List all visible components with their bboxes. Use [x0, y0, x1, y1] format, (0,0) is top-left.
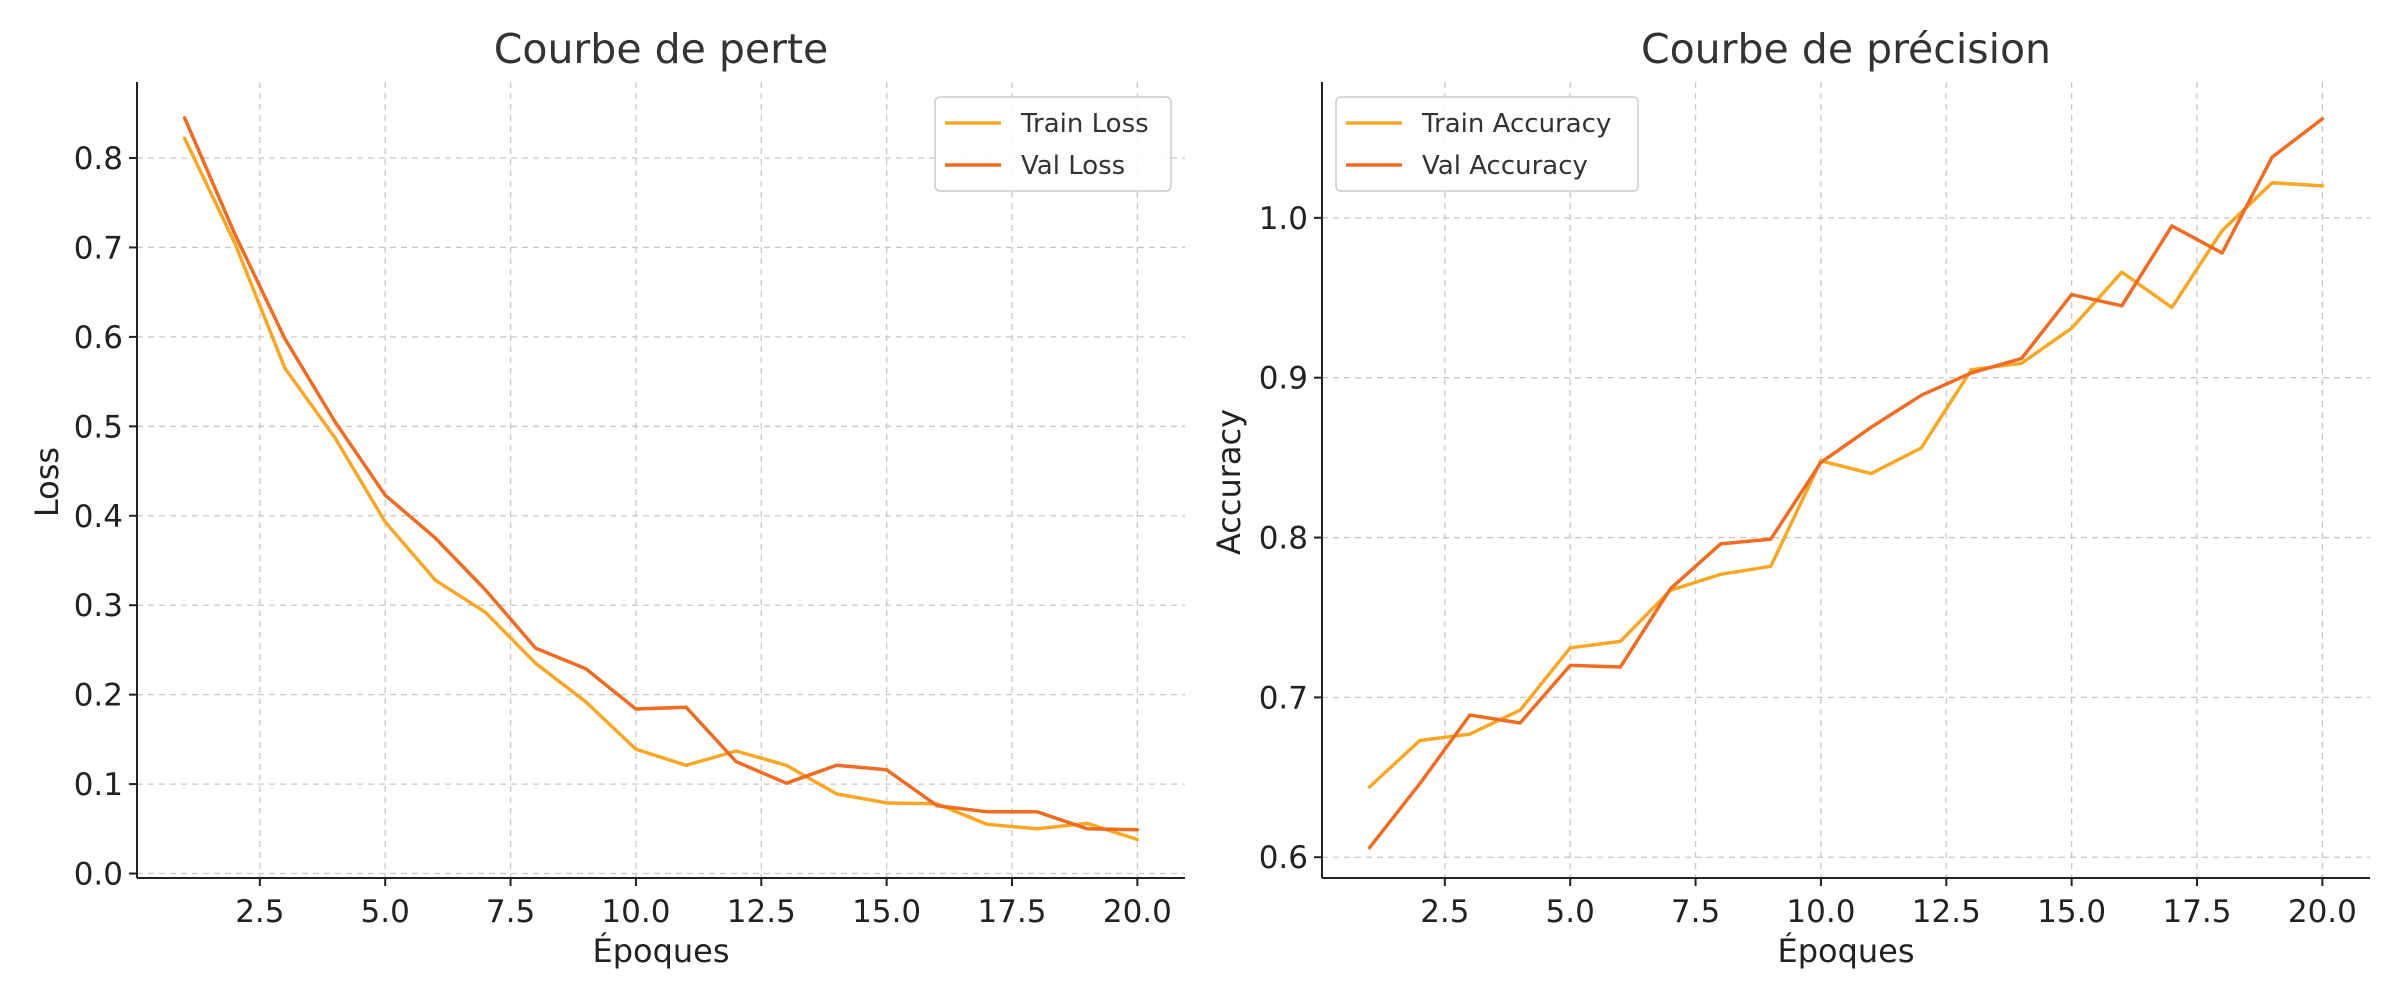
accuracy-chart-legend-label-train-accuracy: Train Accuracy [1421, 109, 1611, 139]
loss-chart-y-axis-label: Loss [28, 447, 66, 517]
loss-chart-y-tick-label: 0.0 [74, 857, 123, 893]
loss-chart-x-tick-label: 5.0 [361, 894, 410, 930]
loss-chart-legend: Train Loss Val Loss [934, 96, 1172, 192]
accuracy-chart-x-tick-label: 5.0 [1546, 894, 1595, 930]
loss-chart-x-ticks: 2.5 5.0 7.5 10.0 12.5 15.0 17.5 20.0 [235, 878, 1172, 930]
loss-chart-series-val-loss [182, 116, 1140, 832]
loss-chart-y-ticks: 0.0 0.1 0.2 0.3 0.4 0.5 0.6 0.7 0.8 [74, 141, 137, 893]
accuracy-chart-x-tick-label: 10.0 [1786, 894, 1855, 930]
loss-chart-x-tick-label: 10.0 [601, 894, 670, 930]
accuracy-chart-series [1367, 117, 2325, 850]
accuracy-chart-y-tick-label: 0.9 [1259, 361, 1308, 397]
loss-chart-legend-frame [934, 96, 1172, 192]
accuracy-chart-y-tick-label: 0.7 [1259, 680, 1308, 716]
loss-chart-x-axis-label: Époques [592, 932, 729, 970]
loss-chart-y-tick-label: 0.7 [74, 230, 123, 266]
loss-chart-y-tick-label: 0.1 [74, 767, 123, 803]
accuracy-chart-panel: Courbe de précision 2.5 5.0 7.5 10.0 12.5 15.… [1210, 25, 2370, 970]
loss-chart-x-tick-label: 7.5 [486, 894, 535, 930]
accuracy-chart-x-tick-label: 17.5 [2162, 894, 2231, 930]
loss-chart-spines [136, 82, 1185, 879]
accuracy-chart-x-tick-label: 12.5 [1912, 894, 1981, 930]
accuracy-chart-y-tick-label: 0.6 [1259, 840, 1308, 876]
loss-chart-y-tick-label: 0.2 [74, 678, 123, 714]
accuracy-chart-legend: Train Accuracy Val Accuracy [1335, 96, 1639, 192]
accuracy-chart-x-tick-label: 2.5 [1420, 894, 1469, 930]
accuracy-chart-x-tick-label: 20.0 [2288, 894, 2357, 930]
loss-chart-series-train-loss [182, 136, 1140, 842]
accuracy-chart-series-val-accuracy [1367, 117, 2325, 850]
accuracy-chart-x-axis-label: Époques [1777, 932, 1914, 970]
loss-chart-series [182, 116, 1140, 842]
loss-chart-legend-label-val-loss: Val Loss [1021, 151, 1125, 181]
accuracy-chart-y-axis-label: Accuracy [1210, 409, 1248, 555]
accuracy-chart-grid [1322, 82, 2370, 878]
accuracy-chart-legend-frame [1335, 96, 1639, 192]
loss-chart-legend-label-train-loss: Train Loss [1020, 109, 1149, 139]
accuracy-chart-x-tick-label: 7.5 [1671, 894, 1720, 930]
loss-chart-y-tick-label: 0.5 [74, 409, 123, 445]
loss-chart-y-tick-label: 0.3 [74, 588, 123, 624]
accuracy-chart-title: Courbe de précision [1641, 25, 2051, 73]
accuracy-chart-x-ticks: 2.5 5.0 7.5 10.0 12.5 15.0 17.5 20.0 [1420, 878, 2357, 930]
accuracy-chart-y-ticks: 0.6 0.7 0.8 0.9 1.0 [1259, 201, 1322, 876]
accuracy-chart-series-train-accuracy [1367, 180, 2325, 789]
loss-chart-x-tick-label: 20.0 [1103, 894, 1172, 930]
loss-chart-x-tick-label: 12.5 [727, 894, 796, 930]
accuracy-chart-legend-label-val-accuracy: Val Accuracy [1422, 151, 1588, 181]
loss-chart-panel: Courbe de perte 2.5 5.0 7.5 10.0 12.5 15.0 17.… [28, 25, 1185, 970]
accuracy-chart-y-tick-label: 1.0 [1259, 201, 1308, 237]
loss-chart-title: Courbe de perte [494, 25, 829, 73]
accuracy-chart-y-tick-label: 0.8 [1259, 521, 1308, 557]
loss-chart-x-tick-label: 17.5 [977, 894, 1046, 930]
loss-chart-y-tick-label: 0.6 [74, 320, 123, 356]
loss-chart-x-tick-label: 15.0 [852, 894, 921, 930]
loss-chart-x-tick-label: 2.5 [235, 894, 284, 930]
loss-chart-y-tick-label: 0.8 [74, 141, 123, 177]
accuracy-chart-spines [1321, 82, 2370, 879]
loss-chart-y-tick-label: 0.4 [74, 499, 123, 535]
accuracy-chart-x-tick-label: 15.0 [2037, 894, 2106, 930]
